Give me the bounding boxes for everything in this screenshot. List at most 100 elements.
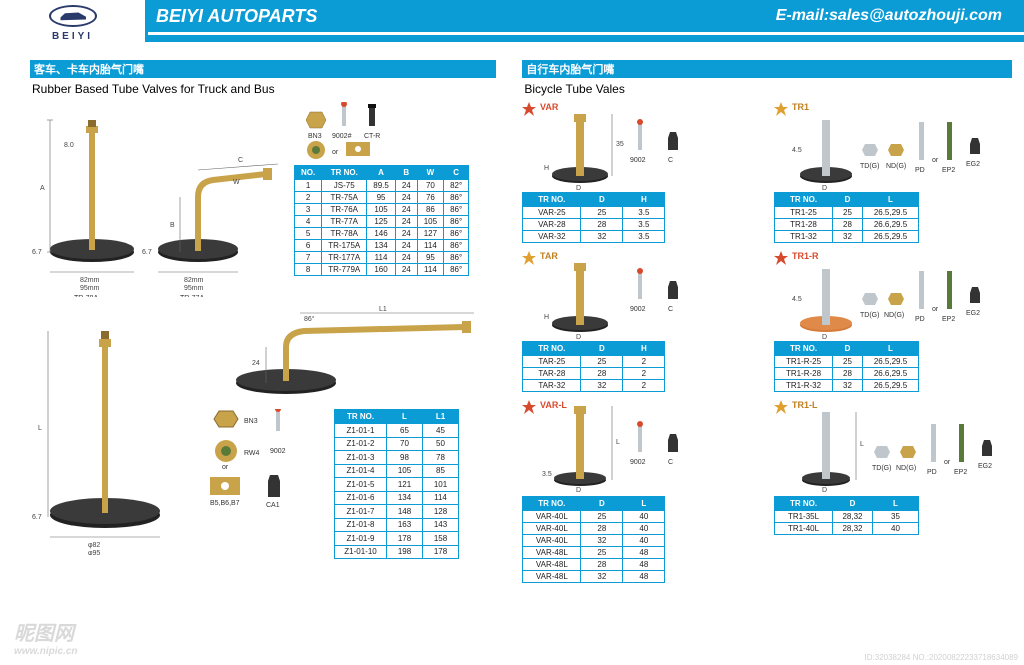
- svg-text:9002: 9002: [630, 306, 646, 313]
- svg-text:6.7: 6.7: [32, 514, 42, 521]
- parts-and-table: BN3 9002# CT-R RW3 or: [294, 102, 469, 297]
- bike-cell-tar: TAR H D 9002 C TR NO.DHTAR-25252TAR-28282…: [522, 251, 760, 392]
- svg-text:H: H: [544, 314, 549, 321]
- header-bar: BEIYI AUTOPARTS E-mail:sales@autozhouji.…: [148, 0, 1024, 32]
- svg-text:L: L: [616, 439, 620, 446]
- truck-top-row: A 8.0 6.7 82mm95mm TR-78A C B W 6.7: [30, 102, 496, 297]
- svg-text:PD: PD: [927, 469, 937, 476]
- svg-text:D: D: [822, 487, 827, 494]
- svg-text:95mm: 95mm: [184, 285, 204, 292]
- svg-text:4.5: 4.5: [792, 296, 802, 303]
- svg-text:BN3: BN3: [308, 133, 322, 140]
- logo-area: BEIYI: [0, 0, 148, 42]
- svg-text:D: D: [576, 334, 581, 341]
- svg-text:PD: PD: [915, 167, 925, 174]
- bike-table-var: TR NO.DHVAR-25253.5VAR-28283.5VAR-32323.…: [522, 192, 665, 243]
- truck-bottom-row: L 6.7 φ82φ95 86° L1 24: [30, 305, 496, 559]
- svg-text:CT-R: CT-R: [364, 133, 380, 140]
- svg-text:CA1: CA1: [266, 502, 280, 509]
- badge-tr1l-icon: [774, 400, 788, 414]
- svg-text:TR1: TR1: [792, 102, 809, 112]
- parts-and-table2: 86° L1 24 BN3 RW4 9002 or B5,B6,B7 CA1: [204, 305, 484, 559]
- svg-text:8.0: 8.0: [64, 142, 74, 149]
- watermark: 昵图网www.nipic.cn: [14, 617, 78, 657]
- logo-icon: [49, 5, 97, 27]
- svg-text:TR1-R: TR1-R: [792, 251, 819, 261]
- valve-var-diagram: VAR 35 HD 9002 C: [540, 102, 710, 192]
- svg-text:D: D: [576, 487, 581, 494]
- valve-diagram-bent: 86° L1 24: [204, 305, 484, 400]
- svg-text:EP2: EP2: [954, 469, 967, 476]
- bike-table-tar: TR NO.DHTAR-25252TAR-28282TAR-32322: [522, 341, 665, 392]
- svg-text:BN3: BN3: [244, 418, 258, 425]
- svg-text:VAR-L: VAR-L: [540, 400, 567, 410]
- svg-text:TD(G): TD(G): [860, 312, 879, 319]
- svg-text:H: H: [544, 165, 549, 172]
- valve-tr1l-diagram: TR1-L L D TD(G) ND(G) PD or EP2 EG2: [792, 400, 1012, 496]
- id-stamp: ID:32038284 NO.:20200822233718634089: [865, 653, 1018, 662]
- header-right: BEIYI AUTOPARTS E-mail:sales@autozhouji.…: [148, 0, 1024, 42]
- svg-text:35: 35: [616, 141, 624, 148]
- bike-table-tr1l: TR NO.DLTR1-35L28,3235TR1-40L28,3240: [774, 496, 919, 535]
- valve-diagram-top: A 8.0 6.7 82mm95mm TR-78A C B W 6.7: [30, 102, 280, 297]
- svg-text:EG2: EG2: [966, 310, 980, 317]
- svg-text:B5,B6,B7: B5,B6,B7: [210, 500, 240, 507]
- svg-text:TD(G): TD(G): [860, 163, 879, 170]
- bike-table-varl: TR NO.DLVAR-40L2540VAR-40L2840VAR-40L324…: [522, 496, 665, 583]
- logo-text: BEIYI: [52, 31, 93, 42]
- svg-text:φ82: φ82: [88, 542, 100, 549]
- svg-text:D: D: [822, 185, 827, 192]
- svg-text:or: or: [932, 157, 939, 164]
- email-address: E-mail:sales@autozhouji.com: [776, 7, 1002, 25]
- valve-diagram-large: L 6.7 φ82φ95: [30, 305, 190, 555]
- svg-text:C: C: [668, 306, 673, 313]
- svg-text:C: C: [668, 459, 673, 466]
- badge-tr1-icon: [774, 102, 788, 116]
- svg-text:ND(G): ND(G): [896, 465, 916, 472]
- svg-text:C: C: [238, 157, 243, 164]
- svg-text:ND(G): ND(G): [886, 163, 906, 170]
- svg-text:or: or: [332, 149, 339, 156]
- svg-text:24: 24: [252, 360, 260, 367]
- svg-text:L: L: [860, 441, 864, 448]
- svg-text:4.5: 4.5: [792, 147, 802, 154]
- bike-section-title-en: Bicycle Tube Vales: [522, 78, 1012, 102]
- badge-tar-icon: [522, 251, 536, 265]
- valve-varl-diagram: VAR-L L 3.5D 9002 C: [540, 400, 710, 496]
- svg-text:95mm: 95mm: [80, 285, 100, 292]
- valve-tar-diagram: TAR H D 9002 C: [540, 251, 710, 341]
- bike-section-title-cn: 自行车内胎气门嘴: [522, 60, 1012, 78]
- truck-section-title-cn: 客车、卡车内胎气门嘴: [30, 60, 496, 78]
- svg-text:L: L: [38, 425, 42, 432]
- truck-section-title-en: Rubber Based Tube Valves for Truck and B…: [30, 78, 496, 102]
- svg-text:PD: PD: [915, 316, 925, 323]
- bike-cell-tr1: TR1 4.5D TD(G) ND(G) PD or EP2 EG2 TR NO…: [774, 102, 1012, 243]
- svg-text:or: or: [932, 306, 939, 313]
- badge-varl-icon: [522, 400, 536, 414]
- svg-text:82mm: 82mm: [184, 277, 204, 284]
- company-name: BEIYI AUTOPARTS: [156, 6, 317, 27]
- svg-text:EP2: EP2: [942, 167, 955, 174]
- svg-text:or: or: [944, 459, 951, 466]
- truck-parts-top: BN3 9002# CT-R RW3 or: [294, 102, 424, 160]
- svg-text:TR-78A: TR-78A: [74, 295, 98, 297]
- valve-tr1-diagram: TR1 4.5D TD(G) ND(G) PD or EP2 EG2: [792, 102, 1012, 192]
- svg-text:B: B: [170, 222, 175, 229]
- svg-text:ND(G): ND(G): [884, 312, 904, 319]
- bike-table-tr1: TR NO.DLTR1-252526.5,29.5TR1-282826.6,29…: [774, 192, 919, 243]
- bike-cell-tr1l: TR1-L L D TD(G) ND(G) PD or EP2 EG2 TR N…: [774, 400, 1012, 583]
- svg-text:φ95: φ95: [88, 550, 100, 555]
- bike-cell-varl: VAR-L L 3.5D 9002 C TR NO.DLVAR-40L2540V…: [522, 400, 760, 583]
- svg-text:D: D: [822, 334, 827, 341]
- svg-text:9002: 9002: [270, 448, 286, 455]
- svg-text:9002: 9002: [630, 459, 646, 466]
- svg-text:82mm: 82mm: [80, 277, 100, 284]
- svg-text:TAR: TAR: [540, 251, 558, 261]
- svg-text:RW4: RW4: [244, 450, 260, 457]
- valve-tr1r-diagram: TR1-R 4.5D TD(G) ND(G) PD or EP2 EG2: [792, 251, 1012, 341]
- svg-text:TD(G): TD(G): [872, 465, 891, 472]
- bike-grid: VAR 35 HD 9002 C TR NO.DHVAR-25253.5VAR-…: [522, 102, 1012, 583]
- svg-text:A: A: [40, 185, 45, 192]
- svg-text:TR-77A: TR-77A: [180, 295, 204, 297]
- truck-section: 客车、卡车内胎气门嘴 Rubber Based Tube Valves for …: [30, 60, 496, 583]
